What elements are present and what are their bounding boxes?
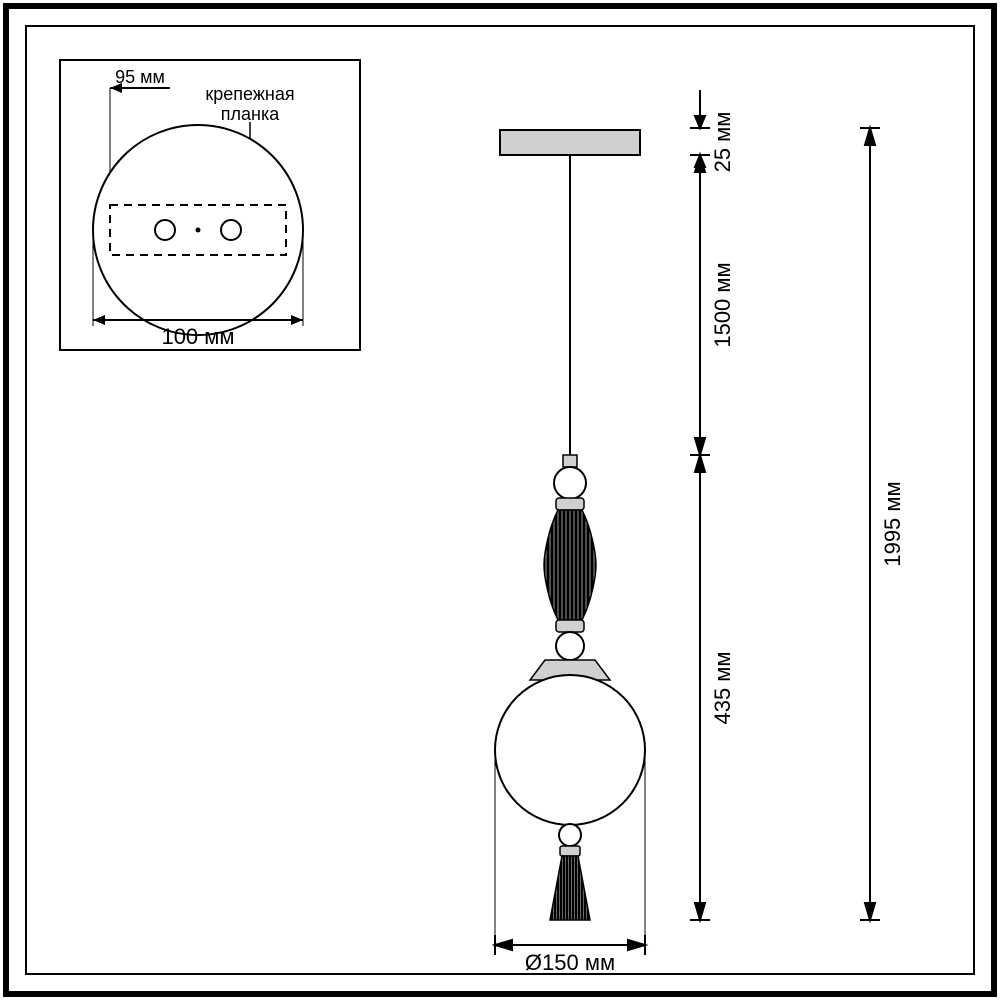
bracket-label-1: крепежная bbox=[205, 84, 294, 104]
canopy bbox=[500, 130, 640, 155]
dim-100-label: 100 мм bbox=[161, 324, 234, 349]
ring-2 bbox=[556, 620, 584, 632]
bead-2 bbox=[556, 632, 584, 660]
dim-1995-label: 1995 мм bbox=[880, 481, 905, 566]
tassel-cap bbox=[560, 846, 580, 856]
ferrule-top bbox=[563, 455, 577, 467]
pendant-lamp bbox=[495, 130, 645, 920]
dim-435-label: 435 мм bbox=[710, 651, 735, 724]
dim-95-label: 95 мм bbox=[115, 67, 165, 87]
dim-1500: 1500 мм bbox=[690, 155, 735, 455]
center-dot bbox=[196, 228, 201, 233]
ring-1 bbox=[556, 498, 584, 510]
bracket-label-2: планка bbox=[221, 104, 280, 124]
dim-150-label: Ø150 мм bbox=[525, 950, 615, 975]
dim-25-label: 25 мм bbox=[710, 112, 735, 173]
technical-drawing: 95 мм крепежная планка 100 мм bbox=[0, 0, 1000, 1000]
globe bbox=[495, 675, 645, 825]
bead-3 bbox=[559, 824, 581, 846]
bead-1 bbox=[554, 467, 586, 499]
dim-435: 435 мм bbox=[690, 455, 735, 920]
inset-detail: 95 мм крепежная планка 100 мм bbox=[60, 60, 360, 350]
tassel bbox=[550, 856, 590, 920]
dim-25: 25 мм bbox=[690, 90, 735, 193]
fluted-body bbox=[544, 510, 596, 620]
dim-1995: 1995 мм bbox=[860, 128, 905, 920]
dim-1500-label: 1500 мм bbox=[710, 262, 735, 347]
